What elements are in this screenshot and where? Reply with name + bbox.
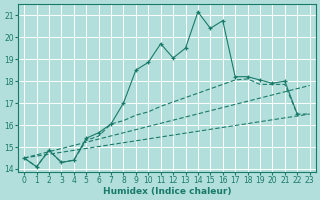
X-axis label: Humidex (Indice chaleur): Humidex (Indice chaleur) [103,187,231,196]
